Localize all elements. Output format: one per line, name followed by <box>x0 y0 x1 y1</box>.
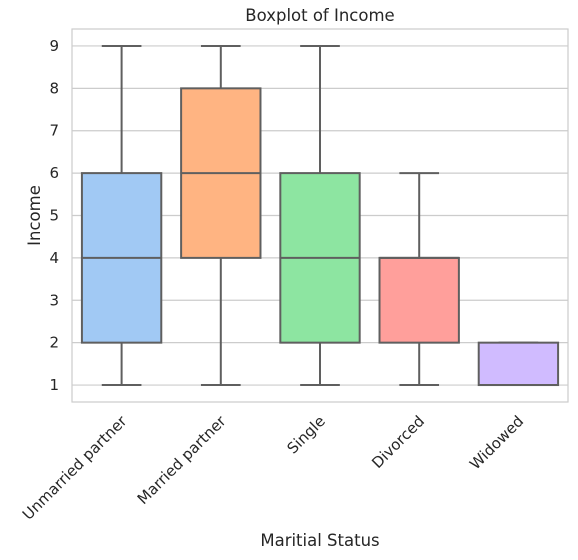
x-tick-labels: Unmarried partner Married partner Single Di… <box>19 412 527 524</box>
box-group <box>280 46 359 385</box>
chart-title: Boxplot of Income <box>245 6 394 25</box>
y-tick-label: 3 <box>49 291 59 309</box>
box-group <box>82 46 161 385</box>
y-axis-title: Income <box>25 185 44 246</box>
box <box>479 343 558 385</box>
box-group <box>479 343 558 385</box>
y-tick-label: 9 <box>49 37 59 55</box>
x-tick-label: Divorced <box>368 412 428 472</box>
box-group <box>181 46 260 385</box>
y-tick-label: 4 <box>49 249 59 267</box>
y-tick-label: 6 <box>49 164 59 182</box>
y-tick-label: 5 <box>49 207 59 225</box>
x-tick-label: Widowed <box>466 412 527 473</box>
y-tick-label: 2 <box>49 334 59 352</box>
y-tick-labels: 1 2 3 4 5 6 7 8 9 <box>49 37 59 394</box>
y-tick-label: 1 <box>49 376 59 394</box>
box <box>380 258 459 343</box>
y-tick-label: 8 <box>49 79 59 97</box>
x-tick-label: Unmarried partner <box>19 412 131 524</box>
x-axis-title: Maritial Status <box>260 531 379 550</box>
x-tick-label: Married partner <box>134 412 230 508</box>
y-tick-label: 7 <box>49 122 59 140</box>
x-tick-label: Single <box>283 412 328 457</box>
box-group <box>380 173 459 385</box>
